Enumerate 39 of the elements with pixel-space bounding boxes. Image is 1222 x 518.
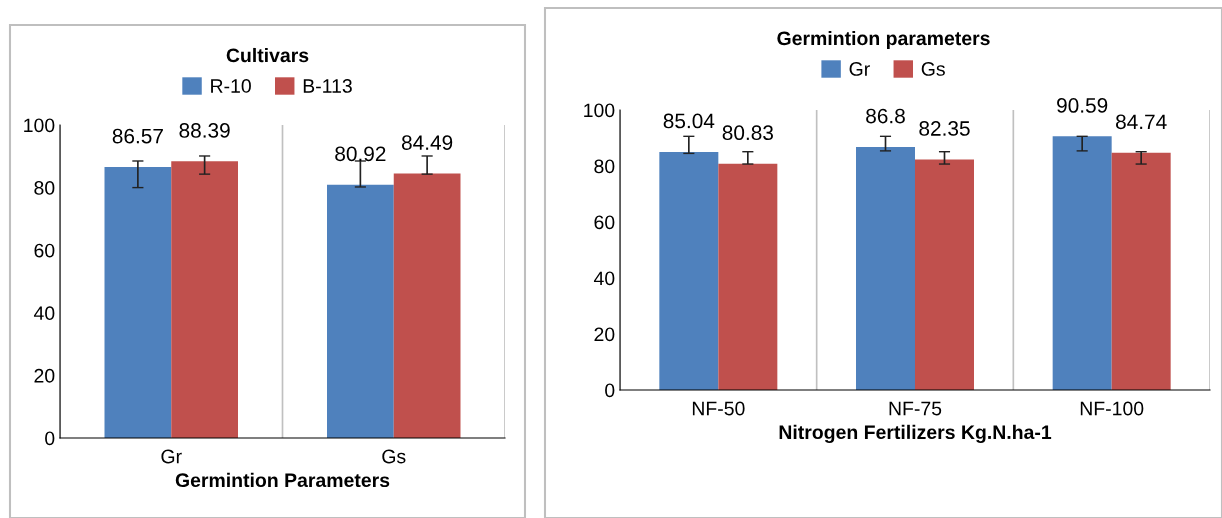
x-axis-title: Nitrogen Fertilizers Kg.N.ha-1 [779, 424, 1052, 443]
legend-label: B-113 [303, 79, 352, 93]
y-tick-label: 0 [45, 431, 55, 446]
chart-title: Cultivars [226, 47, 309, 63]
x-tick-label: NF-75 [889, 401, 942, 416]
x-axis-title: Germintion Parameters [175, 472, 390, 488]
legend-label: R-10 [211, 79, 251, 93]
bar [659, 151, 719, 390]
y-tick-label: 20 [594, 327, 615, 342]
legend-label: Gr [849, 62, 870, 76]
data-label: 85.04 [663, 113, 715, 129]
bar [718, 163, 778, 390]
data-label: 88.39 [179, 123, 230, 138]
data-label: 90.59 [1057, 98, 1108, 113]
y-tick-label: 40 [593, 271, 615, 286]
bar [915, 159, 974, 390]
y-tick-label: 0 [605, 383, 615, 398]
y-tick-label: 100 [24, 118, 55, 133]
y-tick-label: 20 [34, 368, 55, 383]
chart-title: Germintion parameters [777, 30, 990, 50]
y-tick-label: 60 [34, 243, 55, 258]
data-label: 80.83 [722, 125, 773, 141]
data-label: 86.57 [112, 128, 163, 144]
y-tick-label: 60 [594, 215, 615, 230]
data-label: 84.74 [1116, 114, 1167, 130]
y-tick-label: 100 [584, 103, 615, 118]
bar [1052, 136, 1112, 390]
data-label: 82.35 [919, 121, 970, 136]
data-label: 80.92 [335, 146, 386, 162]
y-tick-label: 80 [594, 159, 615, 174]
x-tick-label: NF-50 [692, 401, 745, 416]
data-label: 84.49 [401, 135, 453, 150]
bar [1111, 152, 1171, 390]
y-tick-label: 40 [33, 306, 55, 321]
bar [856, 146, 915, 390]
legend-label: Gs [921, 62, 945, 76]
y-tick-label: 80 [34, 181, 55, 195]
data-label: 86.8 [866, 108, 905, 124]
x-tick-label: NF-100 [1080, 401, 1144, 416]
